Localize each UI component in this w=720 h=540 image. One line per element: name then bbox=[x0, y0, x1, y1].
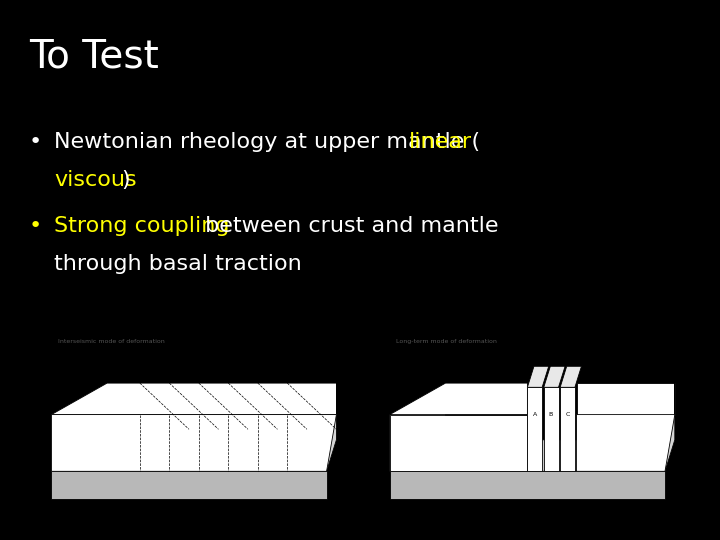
Polygon shape bbox=[51, 440, 336, 471]
Text: linear: linear bbox=[409, 132, 472, 152]
Text: •: • bbox=[29, 132, 42, 152]
Polygon shape bbox=[577, 383, 675, 415]
Text: Strong coupling: Strong coupling bbox=[54, 216, 230, 236]
Polygon shape bbox=[51, 383, 107, 471]
Polygon shape bbox=[560, 366, 582, 387]
Text: Interseismic mode of deformation: Interseismic mode of deformation bbox=[58, 339, 165, 344]
Text: Long-term mode of deformation: Long-term mode of deformation bbox=[396, 339, 498, 344]
Polygon shape bbox=[544, 387, 559, 471]
Text: C: C bbox=[565, 412, 570, 417]
Polygon shape bbox=[560, 387, 575, 471]
Text: b: b bbox=[369, 341, 376, 351]
Polygon shape bbox=[665, 383, 675, 471]
Text: ): ) bbox=[121, 170, 130, 190]
Text: Newtonian rheology at upper mantle (: Newtonian rheology at upper mantle ( bbox=[54, 132, 480, 152]
Text: B: B bbox=[549, 412, 553, 417]
Text: through basal traction: through basal traction bbox=[54, 254, 302, 274]
Text: •: • bbox=[29, 216, 42, 236]
Polygon shape bbox=[390, 383, 446, 471]
Text: A: A bbox=[533, 412, 536, 417]
Text: viscous: viscous bbox=[54, 170, 137, 190]
Polygon shape bbox=[327, 383, 336, 471]
Polygon shape bbox=[544, 366, 565, 387]
Text: a: a bbox=[30, 341, 37, 351]
Polygon shape bbox=[527, 387, 542, 471]
Polygon shape bbox=[51, 383, 336, 415]
Polygon shape bbox=[390, 383, 527, 415]
Polygon shape bbox=[577, 415, 675, 471]
Polygon shape bbox=[390, 471, 665, 498]
Polygon shape bbox=[51, 471, 327, 498]
Polygon shape bbox=[527, 366, 549, 387]
Text: between crust and mantle: between crust and mantle bbox=[198, 216, 498, 236]
Polygon shape bbox=[51, 415, 336, 471]
Polygon shape bbox=[390, 415, 527, 471]
Polygon shape bbox=[390, 440, 675, 471]
Text: To Test: To Test bbox=[29, 38, 158, 76]
